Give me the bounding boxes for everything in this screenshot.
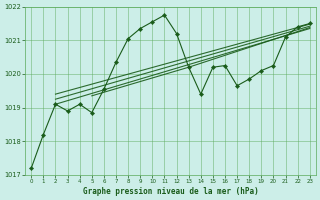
X-axis label: Graphe pression niveau de la mer (hPa): Graphe pression niveau de la mer (hPa) (83, 187, 258, 196)
